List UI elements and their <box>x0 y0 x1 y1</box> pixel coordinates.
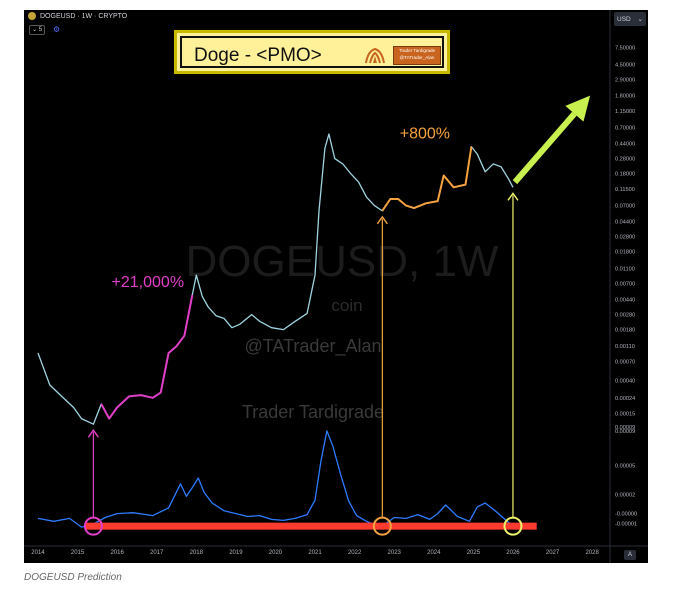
price-y-tick-label: 0.00024 <box>615 396 635 402</box>
y-axis: 7.50000 4.50000 2.90000 1.80000 1.15000 0.700… <box>615 45 637 527</box>
symbol-header[interactable]: DOGEUSD · 1W · CRYPTO <box>28 12 127 20</box>
price-y-tick-label: 0.00040 <box>615 378 635 384</box>
projection-arrow-head <box>565 95 591 122</box>
x-tick-label: 2015 <box>71 550 85 556</box>
price-y-tick-label: 4.50000 <box>615 63 635 69</box>
brand-line-2: @TATrader_Alan <box>399 55 435 60</box>
chevron-down-icon: ⌄ <box>637 16 643 23</box>
price-y-tick-label: 0.11500 <box>615 187 635 193</box>
price-y-tick-label: 0.18000 <box>615 172 635 178</box>
price-y-tick-label: 0.01100 <box>615 266 635 272</box>
currency-label: USD <box>617 15 631 23</box>
currency-dropdown[interactable]: USD ⌄ <box>614 12 646 26</box>
image-caption: DOGEUSD Prediction <box>24 572 122 583</box>
tardigrade-logo-icon <box>365 47 385 64</box>
annotation-layer: +21,000% +800% <box>83 95 591 536</box>
x-tick-label: 2024 <box>427 550 441 556</box>
x-tick-label: 2028 <box>585 550 599 556</box>
x-axis: 2014 2015 2016 2017 2018 2019 2020 2021 2022 2023… <box>31 550 599 556</box>
x-tick-label: 2025 <box>467 550 481 556</box>
price-y-tick-label: 2.90000 <box>615 77 635 83</box>
price-y-tick-label: 0.28000 <box>615 157 635 163</box>
x-tick-label: 2017 <box>150 550 164 556</box>
gain-label: +21,000% <box>112 274 185 291</box>
brand-line-1: Trader Tardigrade <box>398 48 436 53</box>
x-tick-label: 2018 <box>190 550 204 556</box>
x-tick-label: 2014 <box>31 550 45 556</box>
price-highlight-segment <box>381 146 473 212</box>
brand-card: Trader Tardigrade @TATrader_Alan <box>393 46 441 65</box>
price-y-tick-label: 0.00440 <box>615 297 635 303</box>
bottom-marker-circle <box>83 516 103 536</box>
interval-row: ⌄ 5 ⚙ <box>29 25 60 35</box>
bottom-marker-circle <box>503 516 523 536</box>
price-y-tick-label: 0.07000 <box>615 204 635 210</box>
price-y-tick-label: 0.70000 <box>615 126 635 132</box>
x-tick-label: 2022 <box>348 550 362 556</box>
watermark-symbol: DOGEUSD, 1W <box>186 237 499 286</box>
x-tick-label: 2026 <box>506 550 520 556</box>
price-y-tick-label: 0.00110 <box>615 344 635 350</box>
price-y-tick-label: 0.00070 <box>615 360 635 366</box>
grid-layer <box>24 10 648 563</box>
gain-label: +800% <box>400 126 450 143</box>
x-tick-label: 2016 <box>110 550 124 556</box>
chart-title: Doge - <PMO> <box>194 45 322 66</box>
pmo-y-tick-label: 0.00005 <box>615 464 635 470</box>
x-tick-label: 2023 <box>388 550 402 556</box>
pmo-baseline-bar <box>85 522 537 530</box>
price-y-tick-label: 7.50000 <box>615 45 635 51</box>
watermark-brand: Trader Tardigrade <box>242 402 384 422</box>
auto-scale-label: A <box>627 552 632 558</box>
vertical-arrow-head <box>507 192 519 201</box>
chart-canvas[interactable]: DOGEUSD, 1W coin @TATrader_Alan Trader T… <box>24 10 648 563</box>
watermark-handle: @TATrader_Alan <box>245 336 382 357</box>
symbol-label: DOGEUSD · 1W · CRYPTO <box>40 12 128 20</box>
pmo-y-tick-label: -0.00000 <box>615 512 637 518</box>
price-y-tick-label: 0.00015 <box>615 412 635 418</box>
price-y-tick-label: 0.00700 <box>615 282 635 288</box>
price-y-tick-label: 0.00180 <box>615 328 635 334</box>
price-highlight-segment <box>100 294 194 420</box>
pmo-series <box>37 430 537 530</box>
bottom-marker-circle <box>372 516 392 536</box>
price-y-tick-label: 0.00280 <box>615 313 635 319</box>
price-y-tick-label: 0.01800 <box>615 250 635 256</box>
auto-scale-button[interactable]: A <box>624 550 636 560</box>
projection-arrow-shaft <box>512 111 577 185</box>
price-y-tick-label: 1.80000 <box>615 94 635 100</box>
x-tick-label: 2020 <box>269 550 283 556</box>
price-y-tick-label: 0.00009 <box>615 429 635 435</box>
pmo-y-tick-label: 0.00002 <box>615 492 635 498</box>
price-series <box>37 133 514 425</box>
x-tick-label: 2027 <box>546 550 560 556</box>
watermark-exchange: coin <box>331 296 362 315</box>
interval-chip-value: 5 <box>38 27 43 33</box>
pmo-line <box>37 430 514 528</box>
x-tick-label: 2021 <box>308 550 322 556</box>
vertical-arrow-head <box>376 215 388 225</box>
watermark-layer: DOGEUSD, 1W coin @TATrader_Alan Trader T… <box>186 237 499 422</box>
interval-chip[interactable]: ⌄ 5 <box>29 25 46 35</box>
vertical-arrow-head <box>87 429 99 438</box>
price-y-tick-label: 0.04400 <box>615 219 635 225</box>
price-y-tick-label: 0.44000 <box>615 141 635 147</box>
x-tick-label: 2019 <box>229 550 243 556</box>
price-y-tick-label: 0.02800 <box>615 235 635 241</box>
settings-gear-icon[interactable]: ⚙ <box>53 25 61 34</box>
chart-frame: DOGEUSD, 1W coin @TATrader_Alan Trader T… <box>24 10 648 563</box>
pmo-y-tick-label: 0.00009 <box>615 425 635 431</box>
doge-coin-icon <box>28 12 36 20</box>
pmo-y-tick-label: -0.00001 <box>615 521 637 527</box>
title-banner-inner: Doge - <PMO> Trader Tardigrade @TATrader… <box>180 36 444 68</box>
title-banner: Doge - <PMO> Trader Tardigrade @TATrader… <box>174 30 450 74</box>
price-y-tick-label: 1.15000 <box>615 109 635 115</box>
